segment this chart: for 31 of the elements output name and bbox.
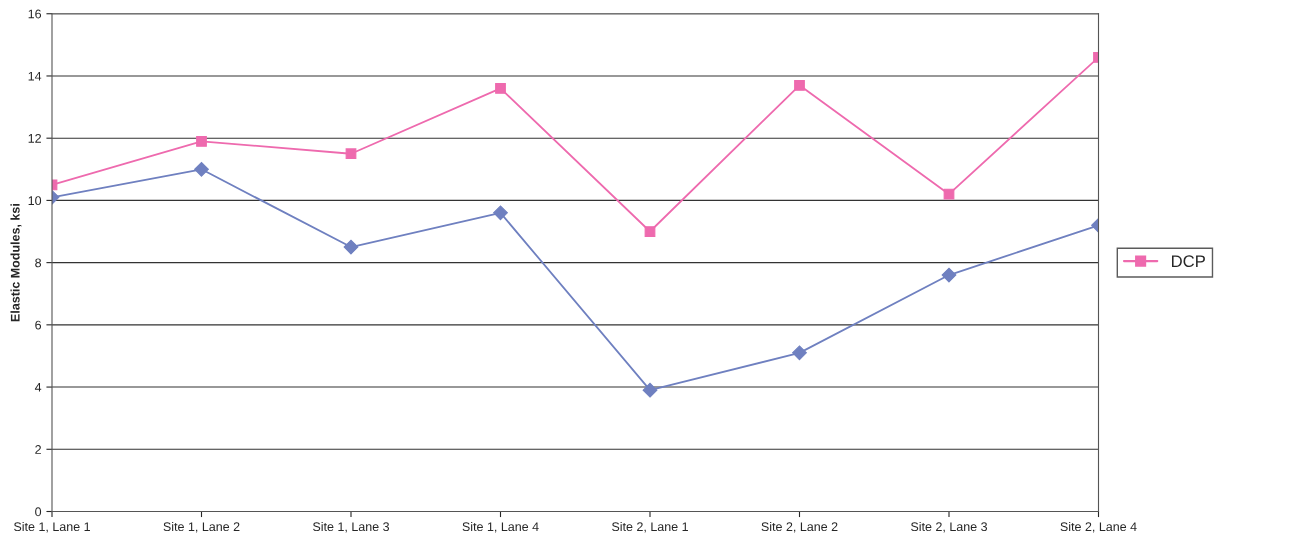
point (943, 188, 955, 200)
point (196, 135, 207, 147)
x-tick-label: Site 1, Lane 3 (313, 521, 390, 533)
point (194, 161, 209, 177)
y-tick-label: 16 (28, 9, 42, 19)
x-tick-label: Site 2, Lane 3 (911, 521, 988, 533)
y-tick-label: 8 (35, 258, 42, 268)
point (644, 226, 656, 237)
point (794, 79, 805, 91)
point (941, 267, 957, 283)
x-tick-label: Site 2, Lane 1 (612, 521, 688, 533)
x-tick-label: Site 1, Lane 2 (163, 521, 240, 533)
point (495, 83, 506, 94)
x-tick-label: Site 1, Lane 1 (14, 521, 90, 533)
y-tick-label: 12 (28, 133, 41, 143)
y-tick-label: 0 (35, 507, 42, 517)
x-tick-label: Site 2, Lane 2 (761, 521, 838, 533)
y-axis-title: Elastic Modules, ksi (10, 204, 22, 322)
x-tick-label: Site 2, Lane 4 (1060, 521, 1137, 533)
point (343, 239, 359, 255)
x-tick-label: Site 1, Lane 4 (462, 521, 539, 533)
point (642, 382, 658, 398)
y-tick-label: 10 (28, 196, 42, 206)
point (792, 345, 807, 361)
y-tick-label: 6 (35, 320, 42, 330)
point (345, 148, 357, 160)
point (493, 205, 508, 221)
y-tick-label: 4 (34, 382, 42, 392)
y-tick-label: 14 (28, 71, 42, 81)
y-tick-label: 2 (35, 445, 41, 454)
legend-label: DCP (1172, 255, 1205, 268)
